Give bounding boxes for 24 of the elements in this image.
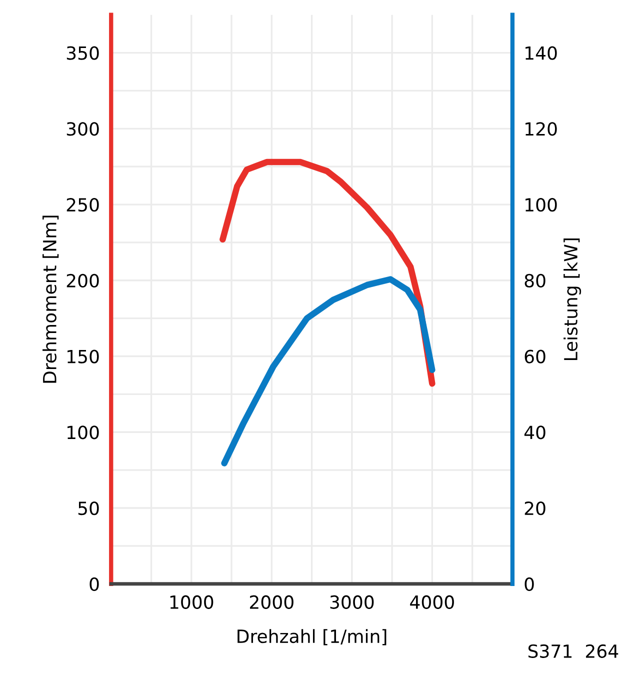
y-tick-label: 0 (90, 577, 99, 591)
y2-tick-label: 40 (524, 426, 546, 440)
y2-tick-label: 20 (524, 501, 546, 516)
y-tick-label: 350 (66, 46, 99, 60)
y2-tick-label: 60 (524, 350, 546, 364)
y2-tick-label: 100 (526, 198, 557, 212)
y2-tick-label: 140 (526, 46, 557, 60)
x-axis-title: Drehzahl [1/min] (238, 629, 386, 646)
text: S371 264 (528, 644, 618, 658)
y-tick-label: 100 (68, 426, 99, 440)
y-tick-label: 200 (66, 274, 99, 288)
y2-axis-title: Leistung [kW] (564, 238, 582, 360)
y-tick-label: 150 (68, 350, 99, 364)
y2-tick-label: 0 (524, 577, 534, 591)
x-tick-label: 4000 (410, 595, 454, 609)
y-tick-label: 300 (66, 122, 99, 136)
x-tick-label: 1000 (170, 595, 214, 609)
y-tick-label: 250 (66, 198, 99, 212)
y2-tick-label: 120 (526, 122, 557, 136)
y-tick-label: 50 (78, 501, 99, 516)
y2-tick-label: 80 (524, 274, 546, 288)
y-axis-title: Drehmoment [Nm] (42, 216, 59, 383)
x-tick-label: 3000 (330, 595, 374, 609)
x-tick-label: 2000 (250, 595, 294, 609)
